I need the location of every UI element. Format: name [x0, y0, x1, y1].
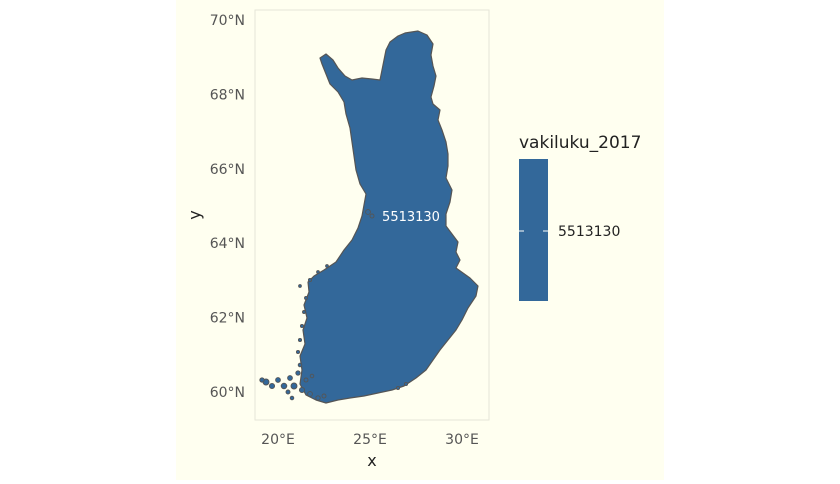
island: [297, 362, 303, 368]
island: [280, 382, 288, 390]
island: [299, 323, 305, 329]
y-tick-label: 62°N: [210, 311, 245, 327]
finland-region: [259, 30, 479, 404]
x-axis-title: x: [367, 451, 376, 470]
y-tick-label: 60°N: [210, 385, 245, 401]
panel-border: [254, 9, 490, 421]
island: [259, 377, 265, 383]
island: [290, 382, 298, 390]
island: [307, 391, 313, 397]
island: [403, 381, 409, 387]
y-tick-label: 66°N: [210, 162, 245, 178]
y-tick-label: 70°N: [210, 13, 245, 29]
island: [304, 296, 308, 300]
island: [275, 377, 281, 383]
island: [303, 377, 309, 383]
island: [268, 382, 276, 390]
y-axis-ticks: 70°N 68°N 66°N 64°N 62°N 60°N: [210, 13, 245, 401]
y-tick-label: 64°N: [210, 236, 245, 252]
y-axis-title: y: [185, 210, 204, 219]
island: [315, 395, 321, 401]
archipelago-islands: [259, 209, 409, 401]
island: [307, 277, 313, 283]
island: [395, 385, 401, 391]
island: [287, 375, 293, 381]
island: [302, 310, 306, 314]
island: [295, 370, 301, 376]
legend-title: vakiluku_2017: [519, 133, 641, 153]
island: [309, 373, 315, 379]
island: [295, 349, 301, 355]
legend-color-bar: [519, 159, 548, 301]
island: [365, 209, 371, 215]
finland-mainland: [299, 30, 479, 404]
island: [298, 386, 306, 394]
island: [285, 389, 291, 395]
region-value-label: 5513130: [382, 210, 440, 225]
island: [325, 264, 329, 268]
island: [298, 284, 302, 288]
legend: vakiluku_2017 5513130: [519, 133, 641, 301]
island: [369, 213, 375, 219]
x-tick-label: 20°E: [261, 432, 295, 448]
y-tick-label: 68°N: [210, 87, 245, 103]
legend-value-label: 5513130: [558, 224, 620, 240]
island: [289, 395, 295, 401]
island: [316, 270, 320, 274]
island: [297, 337, 303, 343]
island: [321, 393, 327, 399]
x-axis-ticks: 20°E 25°E 30°E: [261, 432, 479, 448]
x-tick-label: 25°E: [353, 432, 387, 448]
x-tick-label: 30°E: [445, 432, 479, 448]
